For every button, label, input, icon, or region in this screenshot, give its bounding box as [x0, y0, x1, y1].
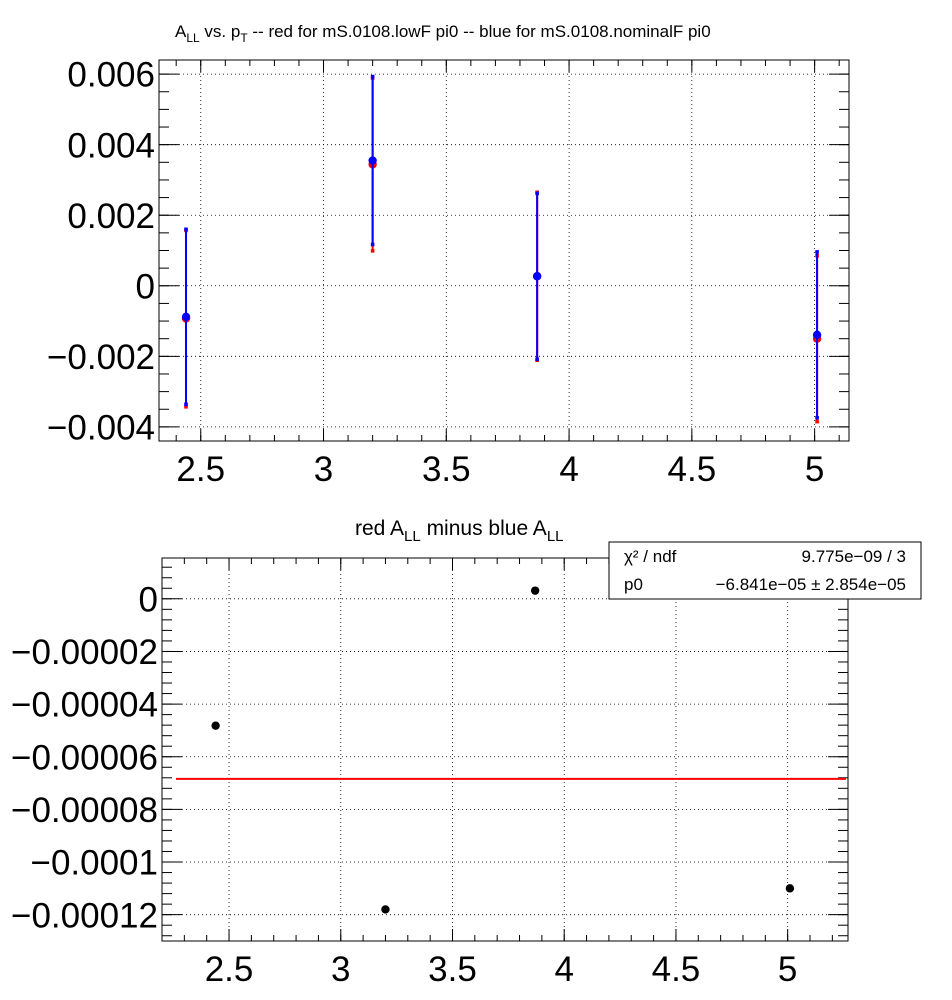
error-bar-cap: [535, 357, 539, 361]
y-tick-label: −0.00002: [11, 633, 158, 672]
error-bar-cap: [815, 419, 819, 424]
x-tick-label: 4: [554, 950, 573, 989]
y-tick-label: −0.002: [47, 338, 155, 377]
fit-stats-box: χ² / ndf 9.775e−09 / 3 p0 −6.841e−05 ± 2…: [608, 541, 922, 600]
error-bar-cap: [815, 415, 819, 420]
error-bar-cap: [370, 74, 375, 79]
y-tick-label: −0.00012: [11, 896, 158, 935]
top-grid: [159, 60, 849, 441]
stats-p0-label: p0: [624, 575, 643, 594]
y-tick-label: 0.006: [67, 56, 155, 95]
stats-box-frame: [608, 541, 922, 600]
bottom-x-tick-labels: 2.5 3 3.5 4 4.5 5: [205, 950, 798, 989]
x-tick-label: 4.5: [668, 450, 717, 489]
bottom-chart-title: red ALL minus blue ALL: [355, 517, 564, 545]
error-bar-cap: [815, 250, 819, 254]
data-point: [181, 312, 191, 322]
x-tick-label: 5: [805, 450, 824, 489]
y-tick-label: −0.004: [47, 408, 155, 447]
y-tick-label: −0.0001: [31, 844, 159, 883]
x-tick-label: 3: [314, 450, 333, 489]
data-point: [812, 330, 822, 340]
stats-p0-value: −6.841e−05 ± 2.854e−05: [716, 575, 906, 594]
error-bar-cap: [184, 404, 188, 409]
bottom-grid: [162, 558, 848, 941]
x-tick-label: 5: [778, 950, 797, 989]
data-point: [532, 272, 542, 281]
x-tick-label: 3.5: [428, 950, 477, 989]
bottom-axis-ticks: [161, 558, 848, 941]
bottom-data-series: [211, 586, 795, 914]
top-axis-ticks: [159, 60, 849, 441]
error-bar-cap: [184, 402, 188, 407]
top-chart-title: ALL vs. pT -- red for mS.0108.lowF pi0 -…: [175, 22, 711, 45]
top-y-tick-labels: −0.004 −0.002 0 0.002 0.004 0.006: [47, 56, 155, 448]
bottom-panel: red ALL minus blue ALL 2.5 3 3.5 4 4.5 5 −0.0…: [11, 517, 922, 989]
top-panel: ALL vs. pT -- red for mS.0108.lowF pi0 -…: [47, 22, 850, 489]
x-tick-label: 4: [559, 450, 578, 489]
top-data-series: [181, 74, 822, 424]
y-tick-label: −0.00008: [11, 791, 158, 830]
x-tick-label: 4.5: [652, 950, 701, 989]
stats-chi2-label: χ² / ndf: [624, 547, 677, 566]
error-bar-cap: [370, 249, 375, 253]
y-tick-label: 0: [139, 580, 158, 619]
y-tick-label: −0.00004: [11, 686, 158, 725]
y-tick-label: 0: [136, 267, 155, 306]
data-point: [211, 721, 220, 730]
stats-chi2-value: 9.775e−09 / 3: [802, 547, 906, 566]
y-tick-label: 0.004: [67, 126, 155, 165]
top-plot-frame: [158, 59, 850, 442]
y-tick-label: 0.002: [67, 197, 155, 236]
data-point: [368, 156, 377, 165]
error-bar-cap: [370, 242, 375, 247]
data-point: [785, 884, 795, 893]
x-tick-label: 3.5: [422, 450, 471, 489]
data-point: [381, 905, 390, 914]
x-tick-label: 2.5: [176, 450, 225, 489]
data-point: [530, 586, 540, 595]
error-bar-cap: [535, 191, 539, 196]
x-tick-label: 2.5: [205, 950, 254, 989]
x-tick-label: 3: [331, 950, 350, 989]
bottom-plot-frame: [161, 557, 849, 942]
top-x-tick-labels: 2.5 3 3.5 4 4.5 5: [176, 450, 824, 489]
error-bar-cap: [184, 227, 188, 232]
y-tick-label: −0.00006: [11, 738, 158, 777]
bottom-y-tick-labels: −0.00012 −0.0001 −0.00008 −0.00006 −0.00004 −…: [11, 580, 158, 935]
